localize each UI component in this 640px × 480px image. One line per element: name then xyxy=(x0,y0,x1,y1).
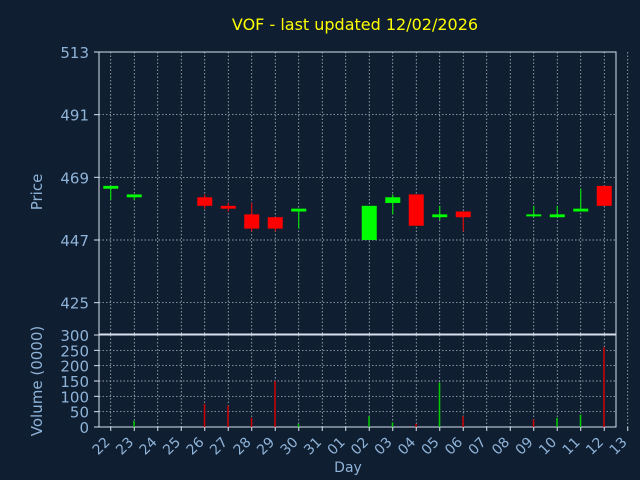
x-axis-label: Day xyxy=(334,460,362,476)
price-panel: 513 491 469 447 425 Price xyxy=(28,44,629,335)
candle-body xyxy=(432,214,448,218)
candle xyxy=(244,202,260,232)
volume-bar xyxy=(297,423,300,427)
volume-bar xyxy=(603,347,605,427)
candle-body xyxy=(549,214,565,218)
candle xyxy=(385,194,401,215)
volume-tick-label: 100 xyxy=(60,388,89,406)
candle-body xyxy=(573,208,589,212)
volume-bar xyxy=(391,422,394,427)
chart-title: VOF - last updated 12/02/2026 xyxy=(232,15,478,34)
candle xyxy=(126,194,142,201)
volume-tick-label: 150 xyxy=(60,373,89,391)
volume-tick-label: 0 xyxy=(79,419,89,437)
volume-bar xyxy=(274,381,276,427)
candle-body xyxy=(361,205,377,240)
candle-body xyxy=(197,197,213,206)
volume-bar xyxy=(532,419,535,427)
candle-body xyxy=(126,194,142,198)
candle xyxy=(455,211,471,232)
volume-bar xyxy=(579,414,582,427)
candle-body xyxy=(408,194,424,226)
candle xyxy=(291,208,307,229)
volume-tick-label: 50 xyxy=(70,404,89,422)
volume-tick-label: 200 xyxy=(60,358,89,376)
price-tick-label: 469 xyxy=(60,169,89,187)
volume-bar xyxy=(462,416,464,427)
candle xyxy=(526,205,542,218)
price-plot-frame xyxy=(98,51,617,335)
volume-bar xyxy=(415,423,417,427)
candle xyxy=(103,185,119,201)
candle xyxy=(197,194,213,209)
volume-bar xyxy=(133,420,135,427)
candle-body xyxy=(596,185,612,206)
price-tick-label: 447 xyxy=(60,232,89,250)
candle-body xyxy=(455,211,471,218)
volume-bar xyxy=(203,404,206,427)
price-tick-label: 513 xyxy=(60,44,89,62)
price-tick-label: 491 xyxy=(60,107,89,125)
candle-body xyxy=(244,214,260,229)
candle xyxy=(549,205,565,218)
volume-tick-label: 250 xyxy=(60,342,89,360)
candle-body xyxy=(220,205,236,209)
candle xyxy=(220,202,236,212)
volume-tick-label: 300 xyxy=(60,327,89,345)
price-axis-ticks: 513 491 469 447 425 xyxy=(60,44,99,313)
volume-bar xyxy=(556,417,558,427)
volume-bars xyxy=(133,347,605,427)
candle-body xyxy=(385,197,401,203)
candlesticks xyxy=(103,185,612,240)
volume-axis-label: Volume (0000) xyxy=(28,326,46,436)
price-axis-label: Price xyxy=(28,174,46,211)
candle-body xyxy=(526,214,542,217)
volume-bar xyxy=(250,417,253,427)
candle xyxy=(267,217,283,232)
candle-body xyxy=(103,185,119,189)
candle-body xyxy=(267,217,283,229)
candle xyxy=(432,205,448,221)
candle xyxy=(408,194,424,226)
candle xyxy=(361,205,377,240)
volume-bar xyxy=(438,382,441,427)
candle xyxy=(573,188,589,212)
candle-body xyxy=(291,208,307,212)
volume-bar xyxy=(368,416,370,427)
volume-bar xyxy=(227,405,229,427)
candle xyxy=(596,185,612,206)
price-tick-label: 425 xyxy=(60,295,89,313)
